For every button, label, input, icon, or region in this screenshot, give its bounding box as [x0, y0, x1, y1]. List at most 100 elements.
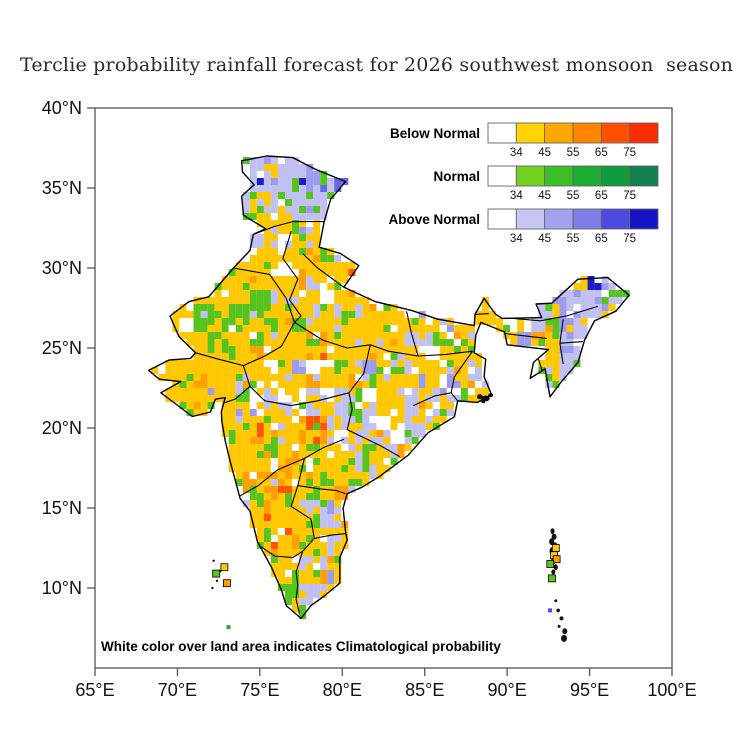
grid-cell [446, 388, 454, 395]
grid-cell [277, 353, 285, 360]
grid-cell [355, 416, 363, 423]
grid-cell [277, 479, 285, 486]
grid-cell [432, 381, 440, 388]
legend-tick-label: 75 [623, 147, 636, 159]
grid-cell [545, 304, 553, 311]
grid-cell [383, 444, 391, 451]
grid-cell [383, 311, 391, 318]
grid-cell [277, 360, 285, 367]
grid-cell [284, 591, 293, 598]
grid-cell [235, 325, 243, 332]
grid-cell [439, 367, 447, 374]
grid-cell [299, 346, 307, 353]
grid-cell [299, 199, 307, 206]
grid-cell [284, 381, 293, 388]
grid-cell [235, 479, 243, 486]
grid-cell [313, 591, 321, 598]
grid-cell [362, 367, 370, 374]
grid-cell [284, 507, 293, 514]
grid-cell [376, 451, 384, 458]
grid-cell [299, 227, 307, 234]
grid-cell [404, 395, 412, 402]
grid-cell [503, 318, 511, 325]
grid-cell [615, 297, 623, 304]
grid-cell [214, 339, 222, 346]
grid-cell [256, 395, 264, 402]
grid-cell [256, 458, 264, 465]
grid-cell [362, 402, 370, 409]
grid-cell [292, 395, 300, 402]
grid-cell [270, 255, 278, 262]
grid-cell [432, 353, 440, 360]
grid-cell [320, 423, 328, 430]
grid-cell [270, 283, 278, 290]
grid-cell [397, 353, 405, 360]
grid-cell [256, 423, 264, 430]
grid-cell [306, 521, 314, 528]
grid-cell [390, 325, 398, 332]
grid-cell [327, 542, 335, 549]
grid-cell [594, 311, 602, 318]
grid-cell [376, 381, 384, 388]
grid-cell [270, 157, 278, 164]
figure-title: Terclie probability rainfall forecast fo… [19, 54, 734, 76]
grid-cell [306, 444, 314, 451]
grid-cell [214, 297, 222, 304]
grid-cell [411, 388, 419, 395]
grid-cell [369, 325, 377, 332]
grid-cell [348, 374, 356, 381]
grid-cell [235, 269, 243, 276]
grid-cell [306, 164, 314, 171]
grid-cell [446, 374, 454, 381]
grid-cell [313, 521, 321, 528]
grid-cell [292, 605, 300, 612]
grid-cell [327, 465, 335, 472]
grid-cell [284, 290, 293, 297]
grid-cell [256, 500, 264, 507]
grid-cell [390, 388, 398, 395]
grid-cell [200, 402, 208, 409]
grid-cell [179, 311, 187, 318]
grid-cell [242, 171, 250, 178]
grid-cell [242, 388, 250, 395]
grid-cell [186, 409, 194, 416]
grid-cell [263, 507, 271, 514]
grid-cell [256, 325, 264, 332]
grid-cell [249, 304, 257, 311]
grid-cell [496, 318, 504, 325]
grid-cell [306, 493, 314, 500]
grid-cell [277, 556, 285, 563]
grid-cell [172, 374, 180, 381]
grid-cell [552, 381, 560, 388]
grid-cell [552, 367, 560, 374]
grid-cell [418, 318, 426, 325]
grid-cell [299, 262, 307, 269]
grid-cell [418, 416, 426, 423]
grid-cell [348, 388, 356, 395]
grid-cell [306, 339, 314, 346]
grid-cell [207, 374, 215, 381]
grid-cell [524, 332, 532, 339]
grid-cell [327, 318, 335, 325]
grid-cell [390, 451, 398, 458]
grid-cell [313, 332, 321, 339]
state-border-line [297, 485, 346, 495]
grid-cell [334, 528, 342, 535]
grid-cell [270, 171, 278, 178]
legend-label: Below Normal [390, 126, 480, 141]
grid-cell [299, 213, 307, 220]
grid-cell [467, 353, 475, 360]
grid-cell [425, 416, 433, 423]
grid-cell [383, 332, 391, 339]
grid-cell [228, 311, 236, 318]
grid-cell [538, 360, 546, 367]
grid-cell [474, 381, 483, 388]
grid-cell [474, 374, 483, 381]
grid-cell [545, 360, 553, 367]
grid-cell [292, 535, 300, 542]
grid-cell [306, 409, 314, 416]
grid-cell [306, 556, 314, 563]
grid-cell [376, 423, 384, 430]
grid-cell [249, 339, 257, 346]
grid-cell [284, 353, 293, 360]
